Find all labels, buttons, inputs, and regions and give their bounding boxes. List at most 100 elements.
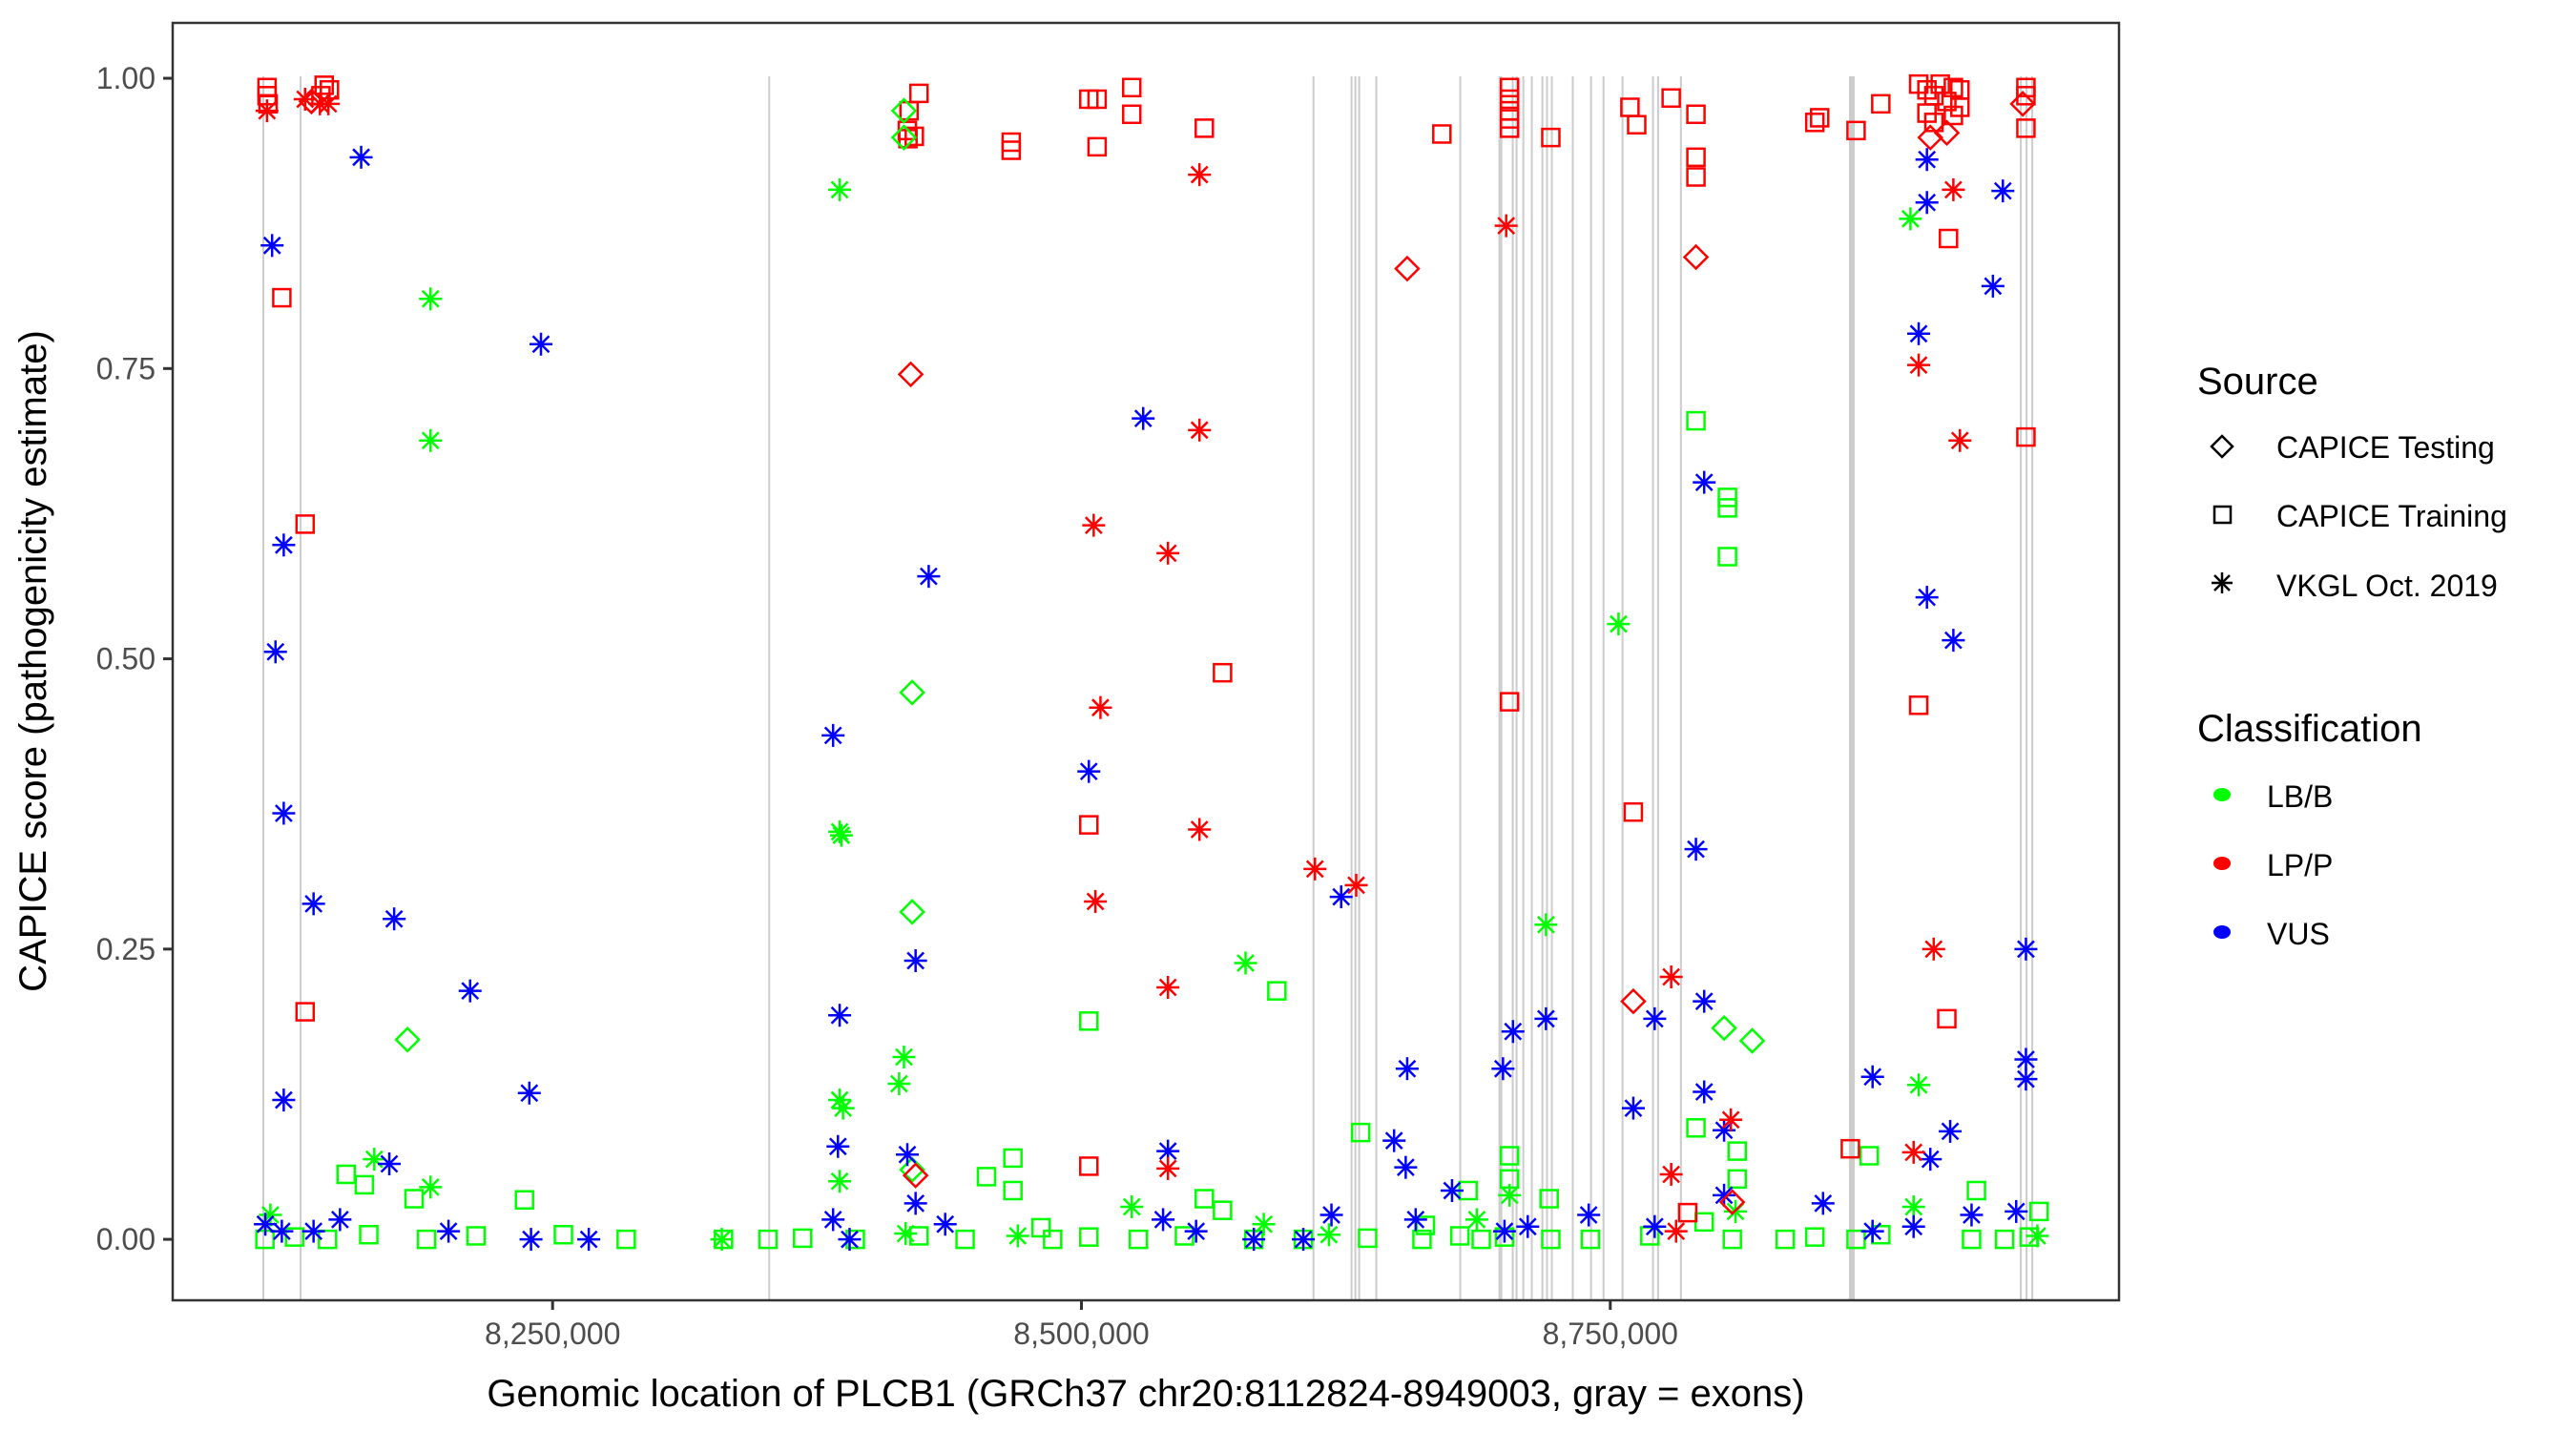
data-point: [1948, 428, 1972, 452]
data-point: [899, 899, 925, 925]
data-point: [404, 1189, 425, 1209]
data-point: [1001, 140, 1022, 160]
data-point: [890, 124, 918, 151]
data-point: [2014, 1047, 2038, 1071]
data-point: [1901, 1140, 1925, 1164]
data-point: [1122, 77, 1142, 98]
data-point: [1213, 662, 1233, 683]
data-point: [1156, 976, 1180, 1000]
data-point: [1686, 104, 1706, 125]
data-point: [2014, 1068, 2038, 1091]
y-tick-label: 0.00: [96, 1222, 156, 1256]
data-point: [1621, 1096, 1645, 1120]
data-point: [530, 332, 553, 356]
y-axis-title: CAPICE score (pathogenicity estimate): [12, 330, 54, 992]
data-point: [272, 1089, 296, 1112]
data-point: [1534, 913, 1558, 937]
data-point: [1252, 1213, 1276, 1236]
data-point: [1242, 1228, 1266, 1252]
data-point: [1491, 1057, 1515, 1081]
data-point: [887, 1072, 911, 1096]
data-point: [349, 145, 373, 169]
data-point: [1087, 136, 1108, 157]
data-point: [1120, 1195, 1144, 1219]
data-point: [892, 1046, 916, 1069]
data-point: [1267, 981, 1287, 1001]
data-point: [1717, 547, 1737, 567]
data-point: [295, 1002, 316, 1022]
data-point: [1152, 1208, 1175, 1232]
data-point: [1003, 1180, 1023, 1201]
data-point: [1156, 1156, 1180, 1180]
data-point: [1664, 1219, 1688, 1243]
data-point: [301, 892, 325, 916]
data-point: [1950, 79, 1970, 100]
data-point: [1693, 989, 1716, 1013]
data-point: [320, 79, 340, 100]
data-point: [270, 1219, 294, 1243]
data-point: [263, 640, 287, 664]
data-point: [1030, 1217, 1051, 1238]
data-point: [328, 1208, 352, 1232]
data-point: [828, 1170, 852, 1193]
legend-label: VUS: [2267, 917, 2330, 951]
data-point: [378, 1151, 402, 1175]
data-point: [1620, 987, 1647, 1015]
data-point: [955, 1229, 975, 1250]
data-point: [894, 1222, 918, 1246]
data-point: [383, 907, 406, 931]
data-point: [1942, 177, 1965, 201]
data-point: [1627, 114, 1647, 135]
data-point: [1908, 695, 1929, 716]
data-point: [1810, 108, 1830, 128]
data-point: [1775, 1229, 1796, 1250]
data-point: [1943, 77, 1963, 98]
data-point: [1686, 167, 1706, 187]
data-point: [904, 949, 927, 973]
data-point: [1915, 191, 1939, 215]
data-point: [899, 679, 925, 706]
data-point: [1184, 1219, 1208, 1243]
legend-label: CAPICE Testing: [2276, 430, 2495, 465]
data-point: [838, 1228, 862, 1252]
data-point: [466, 1226, 487, 1246]
data-point: [1492, 1219, 1516, 1243]
data-point: [1661, 88, 1681, 108]
data-point: [826, 1134, 850, 1158]
data-point: [458, 979, 482, 1003]
data-point: [1659, 1162, 1683, 1186]
data-point: [1804, 113, 1825, 133]
data-point: [1329, 885, 1353, 909]
data-point: [1907, 1073, 1931, 1097]
data-point: [1128, 1229, 1149, 1250]
data-point: [908, 1226, 929, 1246]
data-point: [899, 100, 920, 121]
data-point: [758, 1229, 779, 1250]
legend-item-capice-training: CAPICE Training: [2212, 499, 2507, 533]
legend-title-classification: Classification: [2197, 708, 2422, 750]
data-point: [1719, 1108, 1743, 1131]
data-point: [1516, 1214, 1540, 1238]
data-point: [314, 75, 334, 95]
data-point: [2014, 937, 2038, 961]
data-point: [1082, 513, 1106, 537]
data-point: [828, 1004, 852, 1027]
data-point: [1960, 1203, 1984, 1227]
data-point: [904, 1192, 927, 1215]
data-point: [272, 287, 292, 308]
data-point: [1499, 77, 1520, 98]
y-tick-label: 0.25: [96, 932, 156, 966]
data-point: [821, 723, 845, 747]
data-point: [1195, 1189, 1215, 1209]
data-point: [2028, 1201, 2049, 1222]
data-point: [1994, 1229, 2015, 1250]
data-point: [1693, 1212, 1714, 1233]
data-point: [1962, 1229, 1982, 1250]
legend-label: CAPICE Training: [2276, 499, 2507, 533]
data-point: [359, 1224, 379, 1245]
blue-dot-icon: [2213, 925, 2231, 939]
data-point: [1693, 470, 1716, 494]
data-point: [2009, 91, 2036, 117]
asterisk-icon: [2212, 572, 2233, 593]
